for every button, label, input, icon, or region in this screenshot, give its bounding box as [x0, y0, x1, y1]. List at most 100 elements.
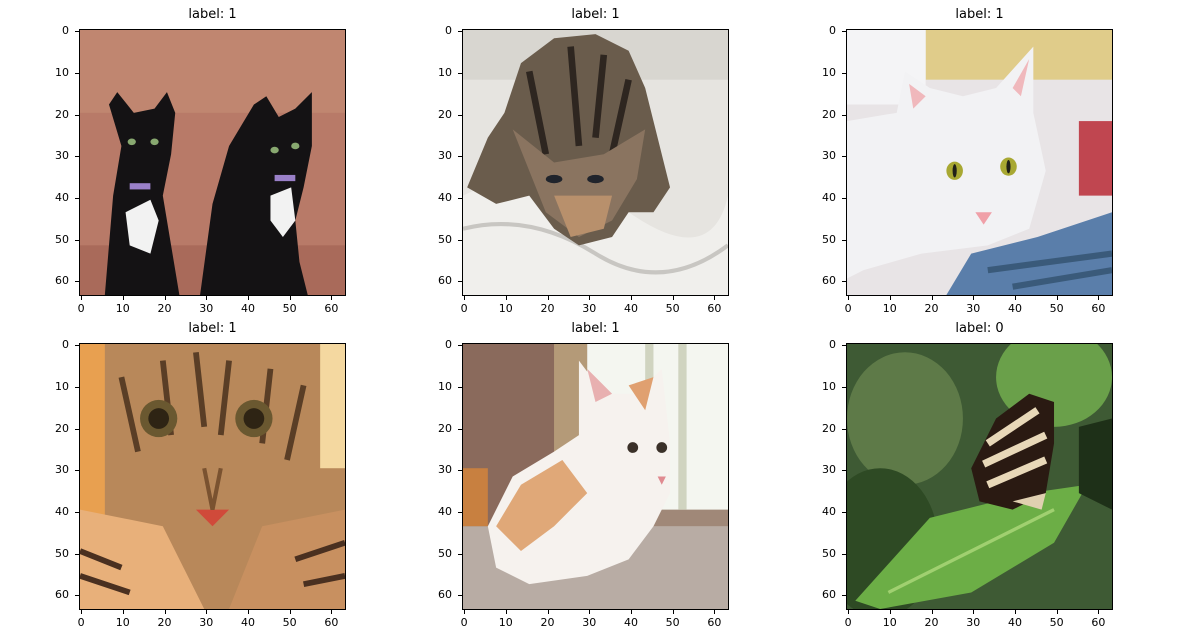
- x-tick-label: 20: [157, 616, 172, 629]
- y-tick-mark: [842, 156, 846, 158]
- y-tick-label: 60: [822, 588, 836, 602]
- y-tick-mark: [458, 114, 462, 116]
- y-tick-mark: [458, 470, 462, 472]
- x-tick-mark: [331, 610, 333, 614]
- x-tick-mark: [848, 296, 850, 300]
- y-tick-label: 60: [438, 274, 452, 288]
- y-tick-label: 60: [55, 588, 69, 602]
- x-tick-mark: [630, 296, 632, 300]
- x-tick-label: 20: [540, 616, 555, 629]
- y-tick-label: 20: [822, 421, 836, 435]
- y-tick-label: 0: [829, 338, 836, 352]
- x-tick-mark: [206, 610, 208, 614]
- x-tick-label: 30: [582, 616, 597, 629]
- y-tick-mark: [75, 553, 79, 555]
- image-frame: [846, 29, 1113, 296]
- x-tick-label: 10: [115, 302, 130, 315]
- x-tick-mark: [931, 610, 933, 614]
- panel-title: label: 1: [571, 7, 620, 22]
- panel-title: label: 1: [188, 7, 237, 22]
- y-tick-mark: [458, 239, 462, 241]
- y-tick-label: 20: [55, 421, 69, 435]
- y-tick-mark: [75, 156, 79, 158]
- x-tick-label: 20: [540, 302, 555, 315]
- y-tick-label: 50: [55, 546, 69, 560]
- x-tick-label: 40: [240, 616, 255, 629]
- y-tick-mark: [458, 595, 462, 597]
- y-tick-mark: [75, 511, 79, 513]
- y-tick-label: 40: [438, 190, 452, 204]
- two-kittens-image: [80, 30, 345, 295]
- y-tick-label: 40: [55, 504, 69, 518]
- y-tick-mark: [842, 239, 846, 241]
- x-tick-mark: [889, 296, 891, 300]
- x-tick-label: 10: [115, 616, 130, 629]
- x-tick-mark: [1056, 296, 1058, 300]
- y-tick-label: 50: [438, 232, 452, 246]
- y-tick-mark: [75, 239, 79, 241]
- x-tick-mark: [547, 610, 549, 614]
- y-tick-mark: [75, 470, 79, 472]
- x-tick-mark: [247, 610, 249, 614]
- x-tick-label: 30: [199, 616, 214, 629]
- y-tick-mark: [842, 511, 846, 513]
- x-tick-mark: [589, 296, 591, 300]
- y-tick-mark: [842, 197, 846, 199]
- x-tick-label: 50: [1049, 302, 1064, 315]
- x-tick-label: 0: [77, 302, 85, 315]
- white-cat-image: [847, 30, 1112, 295]
- x-tick-label: 0: [844, 302, 852, 315]
- y-tick-label: 50: [822, 232, 836, 246]
- y-tick-mark: [75, 428, 79, 430]
- x-tick-mark: [505, 296, 507, 300]
- y-tick-label: 0: [445, 338, 452, 352]
- x-tick-label: 40: [623, 302, 638, 315]
- y-tick-label: 20: [55, 107, 69, 121]
- x-tick-label: 20: [157, 302, 172, 315]
- x-tick-mark: [672, 296, 674, 300]
- y-tick-mark: [458, 428, 462, 430]
- x-tick-mark: [122, 296, 124, 300]
- y-tick-label: 40: [438, 504, 452, 518]
- y-tick-label: 60: [55, 274, 69, 288]
- y-tick-label: 0: [62, 24, 69, 38]
- y-tick-label: 30: [55, 149, 69, 163]
- y-tick-mark: [75, 197, 79, 199]
- y-tick-mark: [458, 31, 462, 33]
- y-tick-mark: [458, 197, 462, 199]
- x-tick-mark: [1098, 296, 1100, 300]
- tabby-kitten-image: [463, 30, 728, 295]
- x-tick-label: 50: [665, 616, 680, 629]
- x-tick-label: 10: [882, 616, 897, 629]
- x-tick-mark: [714, 610, 716, 614]
- y-tick-label: 20: [438, 421, 452, 435]
- orange-kitten-image: [463, 344, 728, 609]
- y-tick-label: 50: [55, 232, 69, 246]
- y-tick-label: 10: [822, 379, 836, 393]
- x-tick-mark: [931, 296, 933, 300]
- tabby-face-image: [80, 344, 345, 609]
- y-tick-mark: [75, 31, 79, 33]
- y-tick-label: 50: [438, 546, 452, 560]
- x-tick-mark: [81, 610, 83, 614]
- x-tick-label: 0: [460, 616, 468, 629]
- image-panel-3: label: 1 0 0 10 10 20 20 30 30 40 40 50 5: [822, 7, 1113, 315]
- x-tick-label: 60: [707, 302, 722, 315]
- x-tick-label: 40: [623, 616, 638, 629]
- y-tick-mark: [842, 595, 846, 597]
- x-tick-mark: [630, 610, 632, 614]
- y-tick-label: 40: [822, 504, 836, 518]
- x-tick-label: 50: [665, 302, 680, 315]
- x-tick-label: 30: [966, 616, 981, 629]
- x-tick-label: 50: [1049, 616, 1064, 629]
- x-tick-label: 10: [882, 302, 897, 315]
- image-frame: [846, 343, 1113, 610]
- image-frame: [462, 29, 729, 296]
- x-tick-mark: [889, 610, 891, 614]
- y-tick-mark: [842, 470, 846, 472]
- y-tick-mark: [458, 281, 462, 283]
- x-tick-mark: [973, 610, 975, 614]
- x-tick-mark: [206, 296, 208, 300]
- x-tick-mark: [848, 610, 850, 614]
